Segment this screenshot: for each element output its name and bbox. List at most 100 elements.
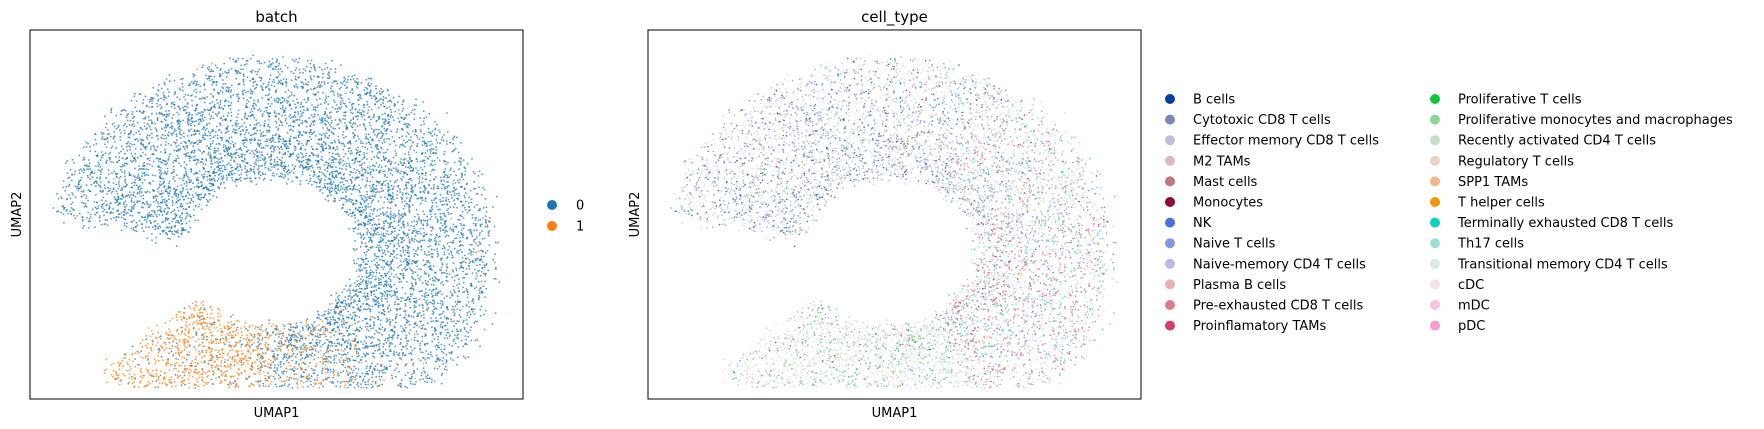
scatter-point [173,175,175,178]
scatter-point [350,119,352,122]
scatter-point [324,328,327,331]
scatter-point [358,275,360,278]
scatter-point [382,90,385,93]
scatter-point [310,330,313,333]
scatter-point [382,140,385,142]
scatter-point [342,354,345,356]
scatter-point [357,385,360,388]
scatter-point [293,149,296,152]
scatter-point [62,213,65,216]
scatter-point [204,134,206,137]
scatter-point [450,320,453,323]
scatter-point [376,156,379,159]
scatter-point [180,134,183,136]
scatter-point [331,106,334,109]
scatter-point [361,142,364,145]
scatter-point [68,194,70,197]
scatter-point [359,194,362,197]
scatter-point [333,359,335,361]
scatter-point [323,132,325,135]
scatter-point [361,169,363,172]
scatter-point [429,179,432,182]
scatter-point [160,106,163,108]
scatter-point [296,346,299,349]
scatter-point [341,363,343,366]
scatter-point [373,293,375,296]
scatter-point [355,148,358,151]
scatter-point [203,173,206,176]
scatter-point [480,249,482,252]
scatter-point [429,245,432,247]
scatter-point [342,359,345,362]
scatter-point [349,173,351,176]
scatter-point [297,61,299,64]
scatter-point [195,365,198,368]
scatter-point [279,107,282,110]
scatter-point [250,57,252,60]
scatter-point [306,60,309,62]
scatter-point [240,361,243,364]
scatter-point [402,327,404,329]
scatter-point [200,174,203,176]
scatter-point [179,137,182,139]
scatter-point [229,108,232,111]
scatter-point [123,170,126,172]
scatter-point [388,137,391,140]
scatter-point [452,223,455,226]
scatter-point [325,335,327,338]
scatter-point [202,64,205,67]
scatter-point [181,212,184,214]
scatter-point [218,342,220,345]
scatter-point [183,135,185,138]
scatter-point [261,172,264,174]
scatter-point [204,328,206,331]
scatter-point [381,292,383,295]
scatter-point [158,382,161,384]
scatter-point [283,97,286,100]
scatter-point [266,111,269,114]
scatter-point [319,361,322,364]
scatter-point [134,229,136,232]
scatter-point [453,338,456,341]
scatter-point [377,338,379,341]
scatter-point [133,376,135,379]
scatter-point [280,342,283,345]
scatter-point [357,233,359,235]
scatter-point [285,142,288,145]
scatter-point [413,300,415,303]
scatter-point [404,269,407,272]
scatter-point [241,57,244,60]
scatter-point [170,378,173,381]
scatter-point [369,271,372,274]
scatter-point [121,188,124,191]
scatter-point [282,177,285,179]
scatter-point [134,167,137,170]
scatter-point [348,162,351,165]
scatter-point [198,203,201,206]
scatter-point [375,188,378,190]
scatter-point [219,353,221,355]
scatter-point [427,353,430,356]
scatter-point [369,197,372,200]
scatter-point [331,89,334,92]
scatter-point [301,347,304,350]
scatter-point [400,358,403,360]
scatter-point [195,163,198,166]
scatter-point [187,197,190,200]
scatter-point [250,339,253,341]
scatter-point [238,156,241,159]
scatter-point [407,151,410,154]
scatter-point [416,368,419,370]
scatter-point [195,120,198,123]
scatter-point [388,334,390,336]
scatter-point [408,229,410,232]
scatter-point [331,81,334,84]
scatter-point [275,173,278,175]
scatter-point [405,122,408,125]
scatter-point [205,158,208,161]
scatter-point [201,136,204,139]
scatter-point [363,152,365,154]
scatter-point [137,175,139,178]
scatter-point [385,342,388,344]
scatter-point [330,161,333,164]
